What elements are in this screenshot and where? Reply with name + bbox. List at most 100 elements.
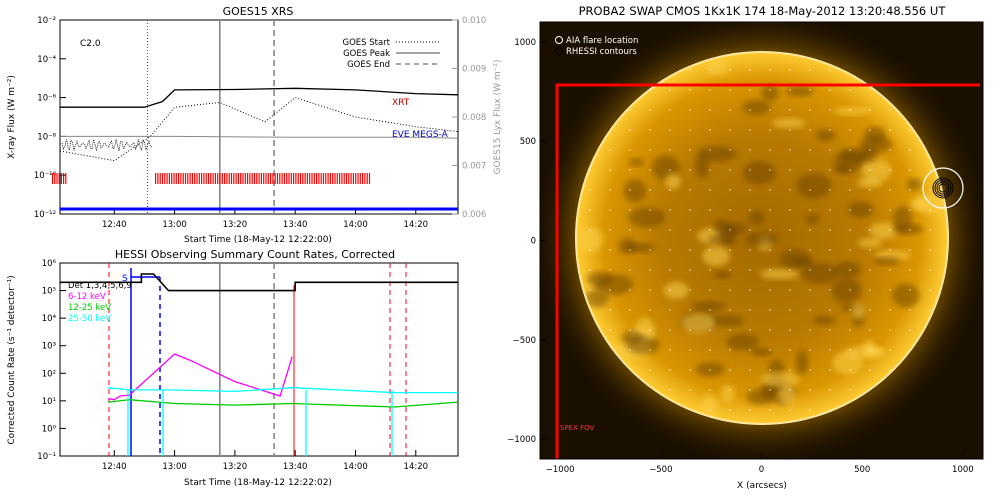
goes-flag-bar	[171, 173, 173, 184]
goes-flag-bar	[320, 173, 322, 184]
goes-flag-bar	[242, 173, 244, 184]
aia-flare-location	[922, 167, 964, 209]
goes-flag-bar	[198, 173, 200, 184]
goes-flag-bar	[364, 173, 366, 184]
goes-class-label: C2.0	[80, 39, 101, 49]
legend-rhessi-marker	[555, 47, 563, 55]
swap-image-panel: PROBA2 SWAP CMOS 1Kx1K 174 18-May-2012 1…	[507, 4, 984, 491]
goes-flag-bar	[343, 173, 345, 184]
goes-flag-bar	[182, 173, 184, 184]
legend-hessi-3: 25-50 keV	[68, 314, 111, 324]
goes-flag-bar	[164, 173, 166, 184]
goes-y2-tick-label: 0.010	[462, 16, 486, 26]
goes-x-tick-label: 13:00	[162, 220, 187, 230]
goes-flag-bar	[362, 173, 364, 184]
goes-flag-bar	[157, 173, 159, 184]
hessi-y-axis-label: Corrected Count Rate (s⁻¹ detector⁻¹)	[7, 275, 17, 444]
goes-flag-bar	[168, 173, 170, 184]
hessi-s-marker: S	[122, 274, 128, 284]
goes-flag-bar	[295, 173, 297, 184]
goes-flag-bar	[283, 173, 285, 184]
hessi-x-tick-label: 12:40	[102, 462, 127, 472]
goes-flag-bar	[233, 173, 235, 184]
goes-y-tick-label: 10⁻⁶	[37, 94, 56, 104]
hessi-x-tick-label: 14:20	[404, 462, 429, 472]
hessi-x-tick-label: 14:00	[343, 462, 368, 472]
hessi-y-tick-label: 10⁴	[42, 314, 57, 324]
goes-flag-bar	[230, 173, 233, 184]
goes-flag-bar	[270, 173, 272, 184]
goes-flag-bar	[350, 173, 352, 184]
swap-x-axis-label: X (arcsecs)	[737, 481, 787, 491]
goes-flag-bar	[178, 173, 180, 184]
hessi-y-tick-label: 10¹	[42, 397, 56, 407]
hessi-y-tick-label: 10⁻¹	[37, 452, 56, 462]
goes-flag-bar	[166, 173, 168, 184]
goes-flag-bar	[56, 173, 58, 184]
goes-x-axis-label: Start Time (18-May-12 12:22:00)	[184, 235, 332, 245]
goes-flag-bar	[228, 173, 230, 184]
hessi-y-tick-label: 10³	[42, 342, 56, 352]
goes-flag-bar	[329, 173, 331, 184]
goes-x-tick-label: 13:40	[283, 220, 308, 230]
legend-hessi-2: 12-25 keV	[68, 303, 111, 313]
goes-flag-bar	[240, 173, 242, 184]
goes-flag-bar	[210, 173, 212, 184]
goes-flag-bar	[279, 173, 281, 184]
goes-flag-bar	[336, 173, 338, 184]
series-label-eve: EVE MEGS-A	[392, 130, 449, 140]
goes-flag-bar	[339, 173, 341, 184]
legend-hessi-1: 6-12 keV	[68, 292, 106, 302]
goes-flag-bar	[274, 173, 276, 184]
goes-flag-bar	[159, 173, 161, 184]
goes-flag-bar	[205, 173, 207, 184]
goes-flag-bar	[187, 173, 189, 184]
goes-flag-bar	[267, 173, 269, 184]
goes-flare-flag-bars	[52, 173, 371, 184]
goes-y2-axis-label: GOES15 Lyx Flux (W m⁻²)	[493, 60, 503, 175]
goes-flag-bar	[54, 173, 56, 184]
goes-flag-bar	[60, 173, 62, 184]
goes-y2-tick-label: 0.009	[462, 65, 486, 75]
goes-x-tick-label: 12:40	[102, 220, 127, 230]
goes-flag-bar	[299, 173, 302, 184]
hessi-plot-frame	[59, 262, 459, 457]
series-label-xrt: XRT	[392, 98, 410, 108]
spex-fov-label: SPEX FOV	[560, 424, 595, 432]
goes-flag-bar	[366, 173, 368, 184]
legend-hessi-0: Det 1,3,4,5,6,9	[68, 281, 132, 291]
goes-flag-bar	[235, 173, 237, 184]
swap-x-tick-label: −1000	[546, 465, 575, 475]
goes-y2-axis: 0.006 0.007 0.008 0.009 0.010	[452, 16, 486, 220]
goes-flag-bar	[251, 173, 253, 184]
legend-goes-start: GOES Start	[342, 38, 390, 48]
goes-flag-bar	[244, 173, 246, 184]
goes-flag-bar	[219, 173, 221, 184]
goes-flag-bar	[237, 173, 239, 184]
goes-flag-bar	[311, 173, 313, 184]
hessi-x-tick-label: 13:00	[162, 462, 187, 472]
goes-flag-bar	[327, 173, 329, 184]
goes-flag-bar	[196, 173, 198, 184]
goes-flag-bar	[201, 173, 203, 184]
spex-fov-box	[555, 83, 980, 459]
swap-x-tick-label: −500	[649, 465, 672, 475]
swap-y-tick-label: 500	[520, 137, 536, 147]
swap-y-tick-label: 1000	[514, 38, 536, 48]
goes-y-tick-label: 10⁻²	[37, 16, 56, 26]
goes-flag-bar	[203, 173, 205, 184]
goes-flag-bar	[316, 173, 318, 184]
goes-flag-bar	[357, 173, 359, 184]
rhessi-contours	[932, 177, 954, 199]
goes-flag-bar	[352, 173, 354, 184]
goes-legend: GOES Start GOES Peak GOES End	[342, 38, 440, 70]
goes-flag-bar	[175, 173, 177, 184]
series-line-det-1-3-4-5-6-9	[60, 273, 458, 292]
goes-noise-trace	[61, 138, 153, 152]
legend-aia-flare-marker	[555, 36, 563, 44]
legend-rhessi-contours: RHESSI contours	[566, 47, 637, 57]
goes-flag-bar	[297, 173, 299, 184]
goes-flag-bar	[288, 173, 290, 184]
goes-flag-bar	[325, 173, 327, 184]
